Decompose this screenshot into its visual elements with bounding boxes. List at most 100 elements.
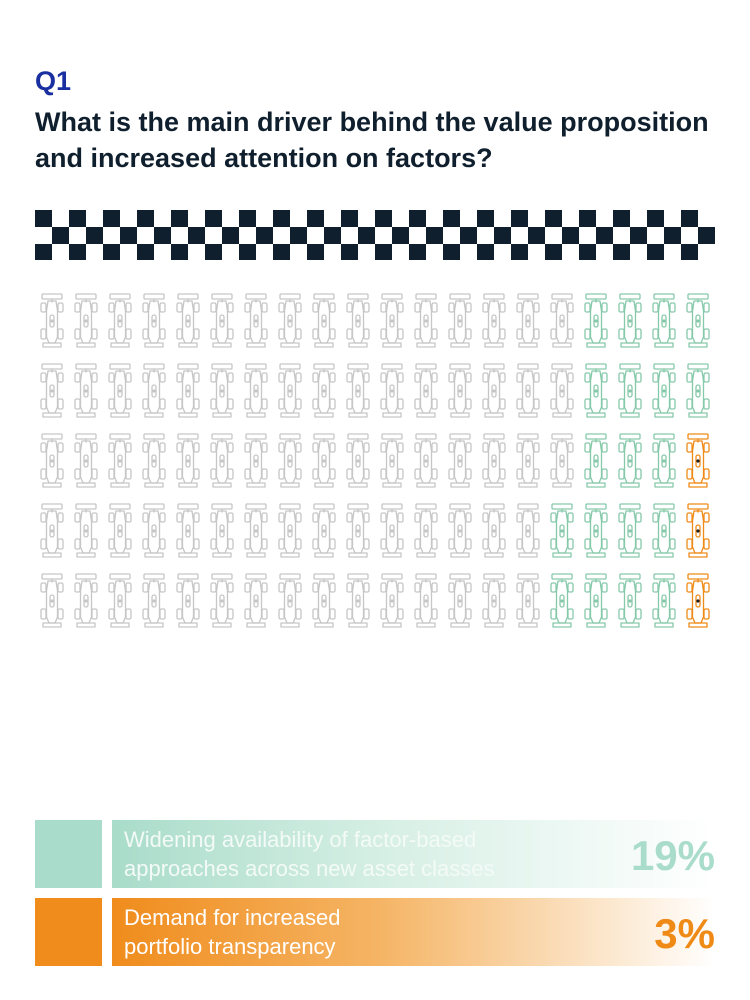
race-car-icon: [74, 433, 98, 488]
race-car-icon: [652, 293, 676, 348]
race-car-icon: [210, 573, 234, 628]
race-car-icon: [482, 293, 506, 348]
checkered-flag-banner: [35, 210, 715, 260]
legend-value: 19%: [630, 832, 715, 879]
race-car-icon: [244, 363, 268, 418]
race-car-icon: [652, 503, 676, 558]
race-car-icon: [312, 573, 336, 628]
checker-square: [477, 210, 494, 227]
checker-square: [86, 227, 103, 244]
race-car-icon: [74, 363, 98, 418]
race-car-icon: [40, 573, 64, 628]
race-car-icon: [380, 293, 404, 348]
race-car-icon: [482, 433, 506, 488]
race-car-icon: [652, 573, 676, 628]
checker-square: [120, 227, 137, 244]
checker-square: [443, 244, 460, 260]
checker-square: [477, 244, 494, 260]
checker-square: [137, 210, 154, 227]
race-car-icon: [108, 573, 132, 628]
checker-square: [137, 244, 154, 260]
race-car-icon: [142, 503, 166, 558]
checker-square: [443, 210, 460, 227]
race-car-icon: [448, 503, 472, 558]
race-car-icon: [244, 433, 268, 488]
race-car-icon: [40, 503, 64, 558]
race-car-icon: [312, 293, 336, 348]
race-car-icon: [346, 433, 370, 488]
race-car-icon: [176, 573, 200, 628]
race-car-icon: [482, 503, 506, 558]
race-car-icon: [108, 433, 132, 488]
race-car-icon: [686, 293, 710, 348]
checker-square: [239, 210, 256, 227]
race-car-icon: [176, 433, 200, 488]
race-car-icon: [312, 433, 336, 488]
race-car-icon: [346, 503, 370, 558]
race-car-icon: [414, 293, 438, 348]
checker-square: [171, 244, 188, 260]
race-car-icon: [516, 293, 540, 348]
race-car-icon: [414, 503, 438, 558]
checker-square: [154, 227, 171, 244]
checker-square: [307, 244, 324, 260]
race-car-icon: [414, 573, 438, 628]
race-car-icon: [516, 363, 540, 418]
race-car-icon: [278, 433, 302, 488]
checker-square: [528, 227, 545, 244]
checker-square: [35, 244, 52, 260]
checker-square: [69, 244, 86, 260]
race-car-icon: [74, 573, 98, 628]
race-car-icon: [346, 573, 370, 628]
legend-label: Widening availability of factor-based ap…: [124, 827, 495, 881]
race-car-icon: [618, 293, 642, 348]
checker-square: [409, 244, 426, 260]
checker-square: [664, 227, 681, 244]
race-car-icon: [108, 363, 132, 418]
checker-square: [205, 210, 222, 227]
race-car-icon: [380, 573, 404, 628]
race-car-icon: [142, 573, 166, 628]
legend-bar-orange: [112, 898, 715, 966]
race-car-icon: [414, 433, 438, 488]
race-car-icon: [108, 293, 132, 348]
race-car-icon: [550, 503, 574, 558]
race-car-icon: [210, 293, 234, 348]
checker-square: [698, 227, 715, 244]
checker-square: [35, 210, 52, 227]
checker-square: [375, 210, 392, 227]
race-car-icon: [74, 503, 98, 558]
race-car-icon: [176, 293, 200, 348]
race-car-icon: [176, 503, 200, 558]
race-car-icon: [278, 363, 302, 418]
race-car-icon: [584, 363, 608, 418]
checker-square: [613, 210, 630, 227]
checker-square: [494, 227, 511, 244]
race-car-icon: [618, 433, 642, 488]
race-car-icon: [380, 433, 404, 488]
checker-square: [647, 210, 664, 227]
checker-square: [239, 244, 256, 260]
legend-swatch-green: [35, 820, 102, 888]
race-car-icon: [652, 433, 676, 488]
checker-square: [256, 227, 273, 244]
race-car-icon: [618, 573, 642, 628]
legend-value: 3%: [654, 910, 715, 957]
race-car-icon: [278, 293, 302, 348]
checker-square: [188, 227, 205, 244]
checker-square: [392, 227, 409, 244]
checker-square: [341, 210, 358, 227]
race-car-icon: [686, 433, 710, 488]
checker-square: [358, 227, 375, 244]
race-car-icon: [346, 363, 370, 418]
race-car-icon: [516, 433, 540, 488]
race-car-icon: [550, 573, 574, 628]
checker-square: [341, 244, 358, 260]
checker-square: [273, 210, 290, 227]
race-car-icon: [244, 573, 268, 628]
race-car-icon: [584, 433, 608, 488]
race-car-icon: [414, 363, 438, 418]
race-car-icon: [142, 293, 166, 348]
checker-square: [409, 210, 426, 227]
race-car-icon: [550, 363, 574, 418]
